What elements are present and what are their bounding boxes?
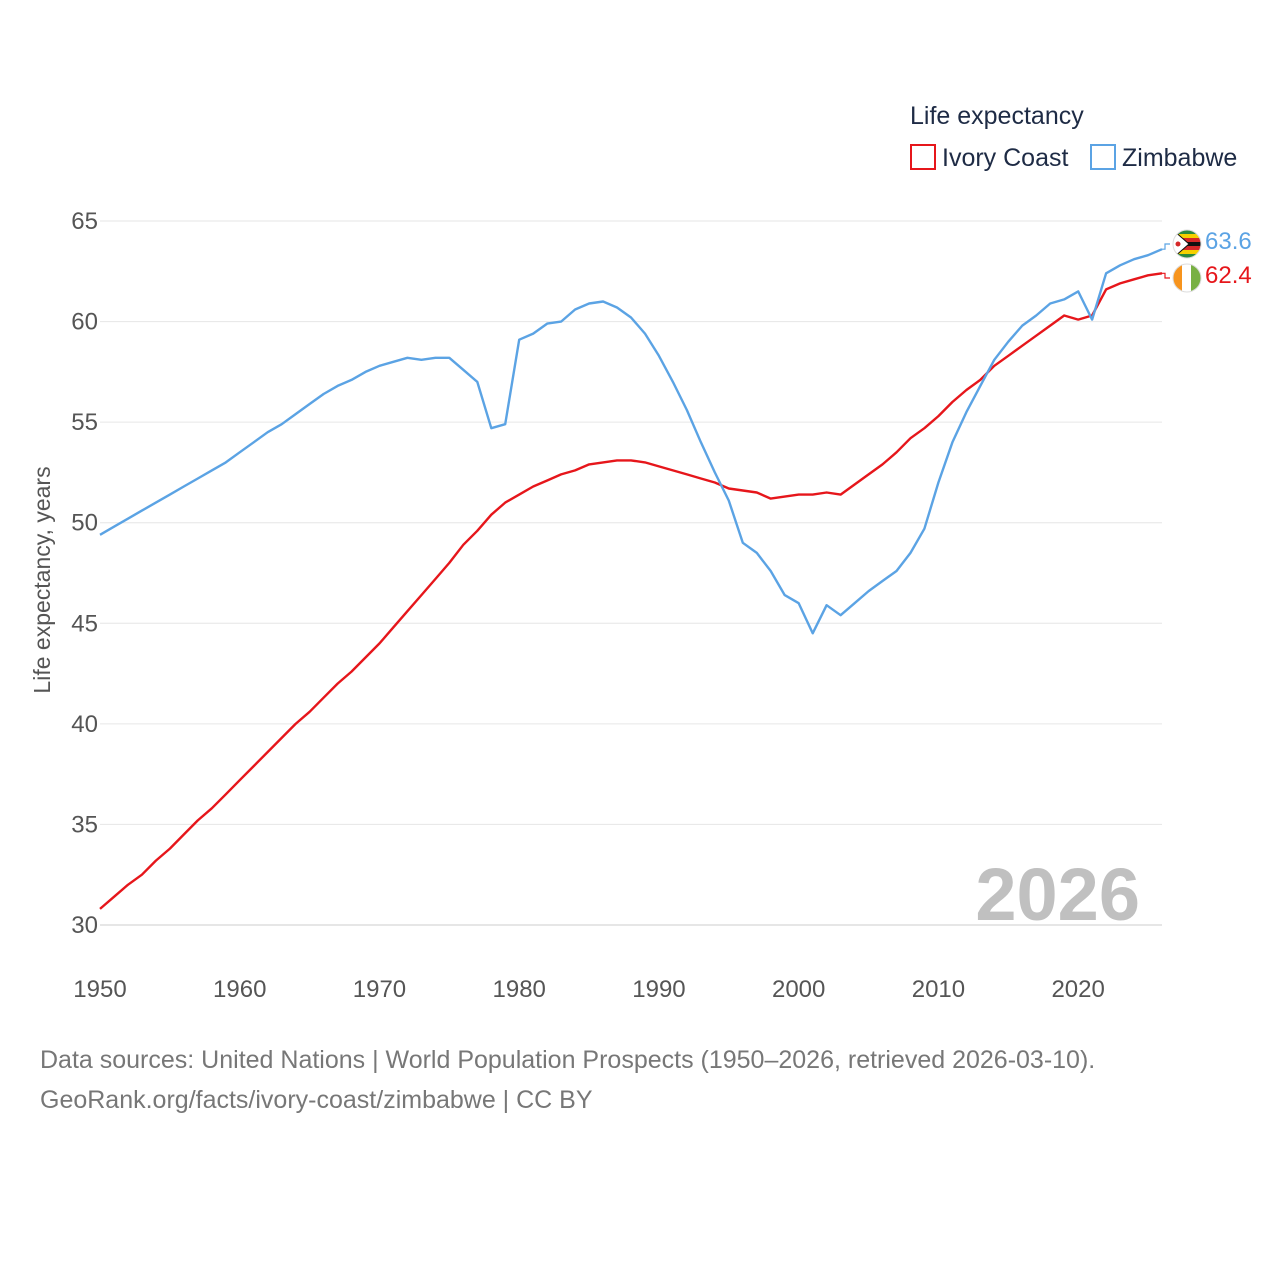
y-tick-60: 60	[71, 309, 98, 336]
legend-label-ivory-coast: Ivory Coast	[942, 144, 1068, 172]
series-lines	[99, 243, 1170, 910]
legend-item-ivory-coast[interactable]: Ivory Coast	[910, 144, 1068, 172]
end-marker-zimbabwe: 63.6	[1172, 228, 1252, 259]
y-tick-30: 30	[71, 912, 98, 939]
end-value-zimbabwe: 63.6	[1205, 228, 1252, 255]
current-year-label: 2026	[975, 853, 1140, 936]
legend-swatch-zimbabwe	[1090, 144, 1116, 170]
end-connector-zimbabwe	[1162, 243, 1170, 250]
source-line-2[interactable]: GeoRank.org/facts/ivory-coast/zimbabwe |…	[40, 1086, 593, 1114]
y-tick-40: 40	[71, 711, 98, 738]
x-tick-2020: 2020	[1051, 976, 1104, 1003]
end-marker-ivory-coast: 62.4	[1172, 262, 1252, 293]
series-line-ivory-coast[interactable]	[99, 272, 1163, 910]
end-connector-ivory-coast	[1162, 272, 1170, 279]
x-tick-1960: 1960	[213, 976, 266, 1003]
y-tick-35: 35	[71, 811, 98, 838]
x-tick-2010: 2010	[912, 976, 965, 1003]
legend: Life expectancy Ivory Coast Zimbabwe	[910, 102, 1237, 172]
y-tick-65: 65	[71, 208, 98, 235]
zimbabwe-flag-icon	[1173, 230, 1201, 258]
x-tick-1950: 1950	[73, 976, 126, 1003]
series-line-zimbabwe[interactable]	[99, 248, 1163, 635]
gridlines	[100, 220, 1162, 926]
source-note: Data sources: United Nations | World Pop…	[40, 1040, 1095, 1120]
source-line-1: Data sources: United Nations | World Pop…	[40, 1046, 1096, 1074]
y-axis-label: Life expectancy, years	[29, 466, 55, 693]
x-tick-2000: 2000	[772, 976, 825, 1003]
legend-swatch-ivory-coast	[910, 144, 936, 170]
x-tick-1970: 1970	[353, 976, 406, 1003]
x-tick-1980: 1980	[493, 976, 546, 1003]
y-tick-50: 50	[71, 510, 98, 537]
legend-label-zimbabwe: Zimbabwe	[1122, 144, 1237, 172]
x-tick-1990: 1990	[632, 976, 685, 1003]
y-axis-ticks: 30 35 40 45 50 55 60 65	[71, 208, 98, 939]
y-tick-45: 45	[71, 610, 98, 637]
legend-title: Life expectancy	[910, 102, 1084, 130]
x-axis-ticks: 1950 1960 1970 1980 1990 2000 2010 2020	[73, 976, 1105, 1003]
legend-item-zimbabwe[interactable]: Zimbabwe	[1090, 144, 1237, 172]
y-tick-55: 55	[71, 409, 98, 436]
ivory-coast-flag-icon	[1173, 264, 1201, 292]
end-value-ivory-coast: 62.4	[1205, 262, 1252, 289]
